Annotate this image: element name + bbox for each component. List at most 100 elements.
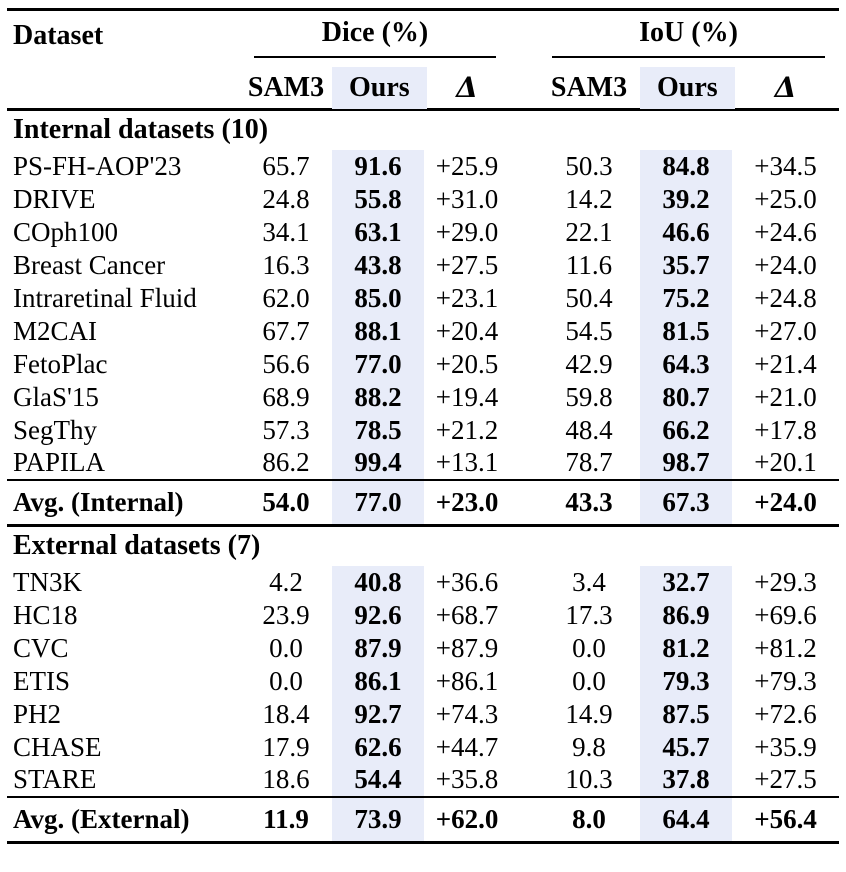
ours-iou-cell: 75.2: [640, 281, 733, 315]
dataset-name-cell: PH2: [13, 698, 62, 729]
table-row: STARE 18.6 54.4 +35.8 10.3 37.8 +27.5: [7, 763, 839, 797]
sam3-iou-cell: 0.0: [572, 665, 606, 696]
iou-group-header: IoU (%): [639, 17, 738, 49]
table-row: SegThy 57.3 78.5 +21.2 48.4 66.2 +17.8: [7, 413, 839, 447]
delta-dice-cell: +29.0: [435, 216, 499, 247]
sam3-dice-cell: 24.8: [262, 183, 310, 214]
ours-iou-cell: 81.2: [640, 631, 733, 665]
sam3-dice-cell: 54.0: [240, 478, 332, 527]
sam3-dice-cell: 34.1: [262, 216, 310, 247]
cmidrule-row: [7, 55, 839, 68]
table-row: Intraretinal Fluid 62.0 85.0 +23.1 50.4 …: [7, 281, 839, 315]
column-gap: [510, 795, 539, 844]
delta-iou-cell: +56.4: [732, 795, 840, 844]
sam3-iou-cell: 50.4: [565, 282, 613, 313]
dataset-name-cell: Intraretinal Fluid: [13, 282, 197, 313]
internal-datasets-section: Internal datasets (10) PS-FH-AOP'23 65.7…: [7, 110, 840, 527]
sam3-dice-cell: 23.9: [262, 599, 310, 630]
dataset-name-cell: PS-FH-AOP'23: [13, 150, 182, 181]
sam3-iou-cell: 14.9: [565, 698, 613, 729]
sam3-dice-cell: 18.4: [262, 698, 310, 729]
ours-dice-cell: 88.1: [332, 314, 424, 348]
table-row: DRIVE 24.8 55.8 +31.0 14.2 39.2 +25.0: [7, 182, 839, 216]
table-row: FetoPlac 56.6 77.0 +20.5 42.9 64.3 +21.4: [7, 347, 839, 381]
iou-cmidrule-cell: [538, 55, 839, 68]
ours-iou-cell: 39.2: [640, 182, 733, 216]
table-row: COph100 34.1 63.1 +29.0 22.1 46.6 +24.6: [7, 215, 839, 249]
column-gap: [510, 764, 538, 797]
dataset-name-cell: Avg. (Internal): [7, 478, 240, 527]
ours-iou-cell: 84.8: [640, 149, 733, 183]
table-row: PS-FH-AOP'23 65.7 91.6 +25.9 50.3 84.8 +…: [7, 149, 839, 183]
table-row: HC18 23.9 92.6 +68.7 17.3 86.9 +69.6: [7, 598, 839, 632]
delta-dice-cell: +74.3: [435, 698, 499, 729]
ours-dice-cell: 73.9: [332, 795, 424, 844]
ours-dice-cell: 85.0: [332, 281, 424, 315]
delta-dice-cell: +35.8: [435, 764, 499, 794]
delta-iou-cell: +81.2: [754, 632, 817, 663]
delta-iou-cell: +24.8: [754, 282, 817, 313]
delta-dice-cell: +87.9: [435, 632, 499, 663]
sam3-dice-cell: 18.6: [262, 764, 310, 794]
column-gap: [510, 282, 538, 315]
delta-iou-cell: +27.5: [754, 764, 817, 794]
sam3-dice-cell: 56.6: [262, 348, 310, 379]
ours-dice-cell: 43.8: [332, 248, 424, 282]
dataset-name-cell: Avg. (External): [7, 795, 240, 844]
dice-cmidrule: [254, 55, 497, 58]
internal-section-title-row: Internal datasets (10): [7, 110, 839, 150]
dataset-name-cell: ETIS: [13, 665, 70, 696]
dataset-name-cell: COph100: [13, 216, 119, 247]
dataset-name-cell: HC18: [13, 599, 78, 630]
delta-dice-cell: +36.6: [435, 566, 499, 597]
ours-iou-cell: 66.2: [640, 413, 733, 447]
column-gap: [510, 698, 538, 731]
avg-row: Avg. (External) 11.9 73.9 +62.0 8.0 64.4…: [7, 795, 840, 844]
ours-iou-cell: 98.7: [640, 446, 733, 480]
delta-dice-cell: +23.0: [424, 478, 511, 527]
delta-dice-cell: +21.2: [435, 414, 499, 445]
delta-iou-cell: +20.1: [754, 447, 817, 477]
sam3-iou-cell: 48.4: [565, 414, 613, 445]
sam3-dice-cell: 0.0: [269, 632, 303, 663]
dataset-name-cell: DRIVE: [13, 183, 96, 214]
sam3-iou-cell: 43.3: [538, 478, 641, 527]
results-table-container: Dataset Dice (%) IoU (%) SAM3 Ours Δ SAM…: [7, 8, 840, 844]
sam3-dice-cell: 68.9: [262, 381, 310, 412]
delta-iou-cell: +21.4: [754, 348, 817, 379]
dice-cmidrule-cell: [240, 55, 510, 68]
delta-iou-cell: +21.0: [754, 381, 817, 412]
ours-iou-column-header: Ours: [640, 66, 735, 111]
ours-dice-cell: 88.2: [332, 380, 424, 414]
table-row: PH2 18.4 92.7 +74.3 14.9 87.5 +72.6: [7, 697, 839, 731]
dataset-name-cell: CHASE: [13, 731, 102, 762]
ours-iou-cell: 79.3: [640, 664, 733, 698]
ours-iou-cell: 87.5: [640, 697, 733, 731]
sam3-iou-cell: 9.8: [572, 731, 606, 762]
ours-iou-cell: 37.8: [640, 763, 733, 797]
delta-iou-cell: +29.3: [754, 566, 817, 597]
sam3-iou-cell: 42.9: [565, 348, 613, 379]
delta-iou-cell: +24.0: [754, 249, 817, 280]
ours-dice-cell: 92.7: [332, 697, 424, 731]
ours-dice-cell: 78.5: [332, 413, 424, 447]
ours-dice-cell: 77.0: [332, 347, 424, 381]
section-title: Internal datasets (10): [13, 114, 269, 146]
dataset-name-cell: SegThy: [13, 414, 97, 445]
delta-dice-cell: +20.4: [435, 315, 499, 346]
group-header-row: Dataset Dice (%) IoU (%): [7, 9, 839, 111]
ours-iou-cell: 45.7: [640, 730, 733, 764]
column-gap: [510, 150, 538, 183]
table-row: M2CAI 67.7 88.1 +20.4 54.5 81.5 +27.0: [7, 314, 839, 348]
sam3-iou-cell: 22.1: [565, 216, 613, 247]
sam3-dice-cell: 17.9: [262, 731, 310, 762]
ours-dice-cell: 63.1: [332, 215, 424, 249]
delta-iou-cell: +25.0: [754, 183, 817, 214]
column-gap: [510, 348, 538, 381]
delta-iou-cell: +24.6: [754, 216, 817, 247]
column-gap: [510, 447, 538, 480]
delta-iou-cell: +79.3: [754, 665, 817, 696]
ours-iou-cell: 64.4: [640, 795, 733, 844]
sam3-dice-cell: 11.9: [240, 795, 332, 844]
results-table: Dataset Dice (%) IoU (%) SAM3 Ours Δ SAM…: [7, 8, 840, 844]
